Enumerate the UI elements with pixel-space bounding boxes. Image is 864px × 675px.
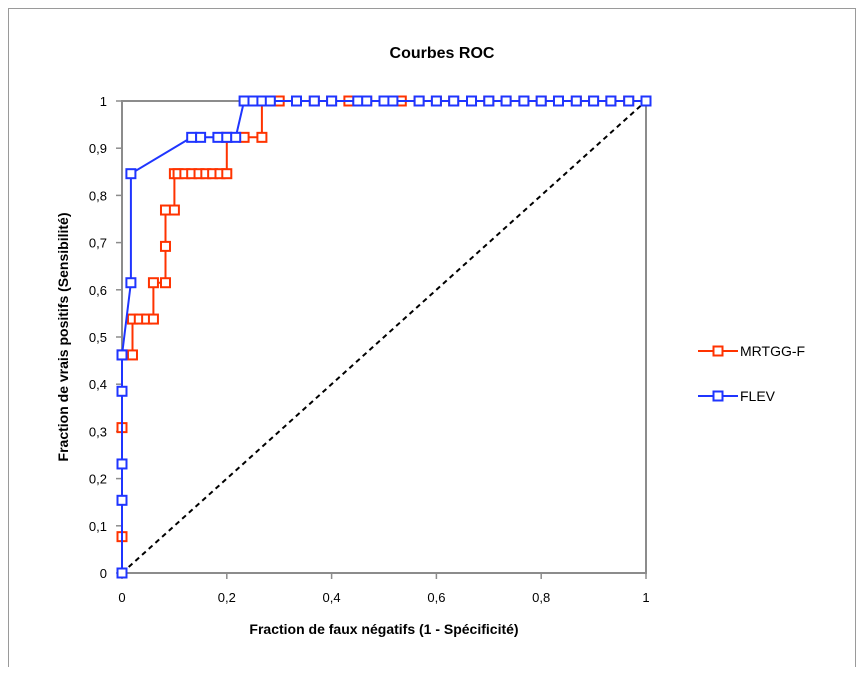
data-point-mrtgg-f — [256, 131, 268, 143]
chart-frame — [8, 8, 856, 667]
data-point-mrtgg-f — [159, 277, 171, 289]
data-point-flev — [125, 277, 137, 289]
data-point-mrtgg-f — [221, 168, 233, 180]
data-point-flev — [430, 95, 442, 107]
legend-label: MRTGG-F — [740, 343, 805, 359]
x-tick-label: 0,4 — [323, 590, 341, 605]
data-point-flev — [116, 458, 128, 470]
data-point-flev — [500, 95, 512, 107]
data-point-flev — [387, 95, 399, 107]
y-tick-label: 0,8 — [89, 188, 107, 203]
data-point-flev — [570, 95, 582, 107]
data-point-flev — [552, 95, 564, 107]
data-point-flev — [186, 131, 198, 143]
x-tick-label: 0,2 — [218, 590, 236, 605]
chart-title: Courbes ROC — [390, 45, 495, 62]
data-point-flev — [195, 131, 207, 143]
legend: MRTGG-F FLEV — [698, 343, 805, 404]
x-axis-ticks: 0 0,2 0,4 0,6 0,8 1 — [118, 573, 650, 605]
data-point-flev — [535, 95, 547, 107]
data-point-flev — [518, 95, 530, 107]
data-point-flev — [308, 95, 320, 107]
x-tick-label: 1 — [642, 590, 649, 605]
data-point-mrtgg-f — [168, 204, 180, 216]
data-point-mrtgg-f — [159, 240, 171, 252]
data-point-flev — [466, 95, 478, 107]
x-axis-title: Fraction de faux négatifs (1 - Spécifici… — [249, 621, 518, 637]
data-point-flev — [247, 95, 259, 107]
legend-marker — [712, 345, 724, 357]
x-tick-label: 0 — [118, 590, 125, 605]
data-point-flev — [230, 131, 242, 143]
y-tick-label: 0,1 — [89, 519, 107, 534]
series-flev — [116, 95, 652, 579]
y-tick-label: 0,5 — [89, 330, 107, 345]
data-point-flev — [483, 95, 495, 107]
data-point-flev — [116, 385, 128, 397]
data-point-flev — [378, 95, 390, 107]
x-tick-label: 0,6 — [427, 590, 445, 605]
data-point-mrtgg-f — [147, 313, 159, 325]
y-tick-label: 0 — [100, 566, 107, 581]
y-tick-label: 0,2 — [89, 472, 107, 487]
data-point-flev — [221, 131, 233, 143]
y-tick-label: 0,6 — [89, 283, 107, 298]
y-tick-label: 0,7 — [89, 236, 107, 251]
legend-label: FLEV — [740, 388, 776, 404]
data-point-flev — [448, 95, 460, 107]
data-point-flev — [326, 95, 338, 107]
data-point-flev — [264, 95, 276, 107]
legend-marker — [712, 390, 724, 402]
data-point-flev — [605, 95, 617, 107]
legend-item-flev: FLEV — [698, 388, 776, 404]
data-point-flev — [116, 494, 128, 506]
data-point-flev — [238, 95, 250, 107]
x-tick-label: 0,8 — [532, 590, 550, 605]
data-point-flev — [361, 95, 373, 107]
data-point-flev — [125, 168, 137, 180]
y-tick-label: 0,4 — [89, 377, 107, 392]
data-point-flev — [212, 131, 224, 143]
data-point-mrtgg-f — [147, 277, 159, 289]
series-layer — [116, 95, 652, 579]
y-tick-label: 1 — [100, 94, 107, 109]
y-axis-title: Fraction de vrais positifs (Sensibilité) — [55, 213, 71, 462]
data-point-flev — [290, 95, 302, 107]
reference-diagonal-line — [121, 100, 647, 574]
data-point-flev — [640, 95, 652, 107]
y-tick-label: 0,9 — [89, 141, 107, 156]
data-point-flev — [413, 95, 425, 107]
y-tick-label: 0,3 — [89, 424, 107, 439]
y-axis-ticks: 0 0,1 0,2 0,3 0,4 0,5 0,6 0,7 0,8 0,9 1 — [89, 94, 122, 581]
legend-item-mrtgg-f: MRTGG-F — [698, 343, 805, 359]
data-point-mrtgg-f — [159, 204, 171, 216]
data-point-flev — [116, 567, 128, 579]
data-point-flev — [623, 95, 635, 107]
data-point-mrtgg-f — [126, 349, 138, 361]
data-point-flev — [588, 95, 600, 107]
data-point-flev — [116, 349, 128, 361]
data-point-flev — [352, 95, 364, 107]
